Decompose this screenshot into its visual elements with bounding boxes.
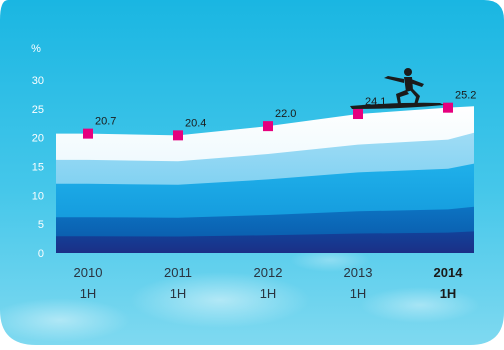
- data-point-marker: [443, 102, 453, 113]
- y-tick-label: 5: [38, 219, 44, 231]
- y-tick-label: 30: [32, 75, 44, 87]
- area-layers: [56, 106, 474, 253]
- x-tick-year: 2014: [434, 265, 464, 280]
- y-tick-label: 15: [32, 162, 44, 174]
- water-glow: [290, 248, 370, 272]
- data-value-label: 25.2: [455, 90, 476, 102]
- x-tick-period: 1H: [350, 286, 367, 301]
- x-tick-period: 1H: [170, 286, 187, 301]
- x-tick-year: 2013: [344, 265, 373, 280]
- x-tick-year: 2011: [164, 265, 192, 280]
- x-tick-year: 2010: [74, 265, 103, 280]
- x-axis: 2010 1H 2011 1H 2012 1H 2013 1H 2014 1H: [74, 265, 464, 301]
- data-value-label: 20.4: [185, 117, 206, 129]
- data-point-marker: [353, 109, 363, 120]
- data-point-marker: [83, 128, 93, 139]
- x-tick-year: 2012: [254, 265, 283, 280]
- y-tick-label: 0: [38, 248, 44, 260]
- data-point-marker: [173, 130, 183, 141]
- y-tick-label: 20: [32, 133, 44, 145]
- y-tick-label: 10: [32, 190, 44, 202]
- water-glow: [360, 287, 480, 323]
- surfer-silhouette-icon: [350, 68, 444, 109]
- x-tick-period: 1H: [260, 286, 277, 301]
- water-glow: [0, 298, 130, 342]
- area-band: [56, 231, 474, 253]
- data-value-label: 22.0: [275, 108, 296, 120]
- y-axis: % 0 5 10 15 20 25 30: [31, 43, 44, 260]
- data-marks: 20.7 20.422.024.125.2: [83, 90, 476, 141]
- data-point-marker: [263, 121, 273, 132]
- y-unit-label: %: [31, 43, 41, 55]
- data-value-label: 20.7: [95, 116, 116, 128]
- x-tick-period: 1H: [440, 286, 457, 301]
- water-glow: [130, 272, 310, 328]
- x-tick-period: 1H: [80, 286, 97, 301]
- y-tick-label: 25: [32, 104, 44, 116]
